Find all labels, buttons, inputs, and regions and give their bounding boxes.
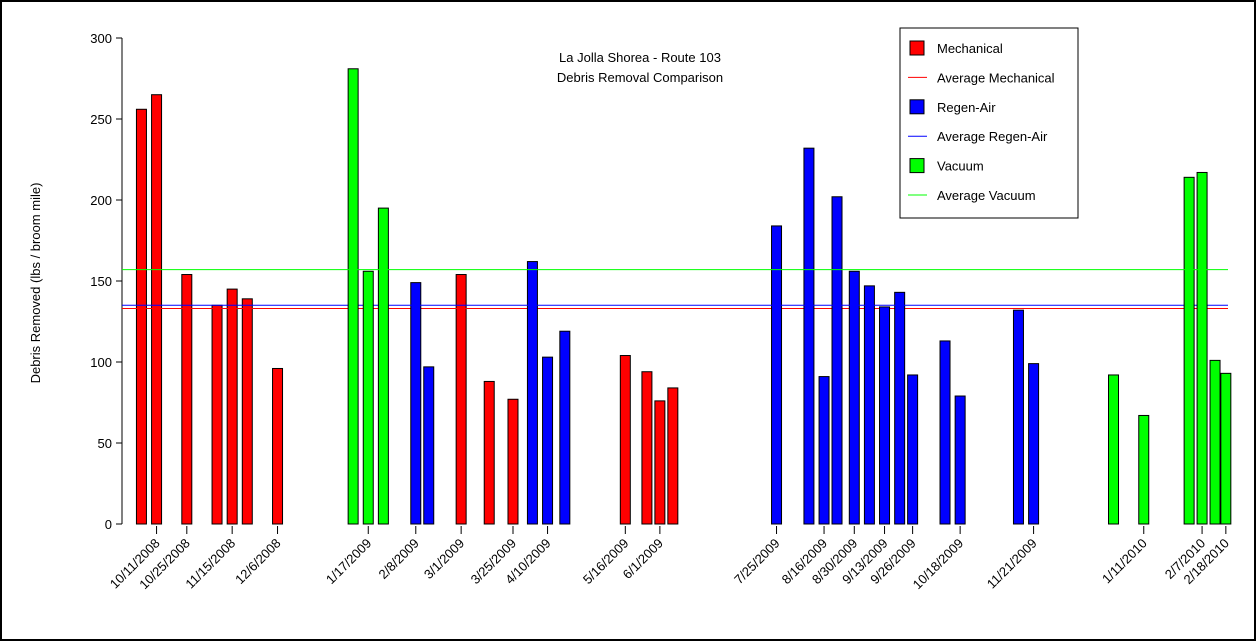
bar: [831, 196, 843, 525]
bar: [423, 366, 435, 525]
bar: [1183, 176, 1195, 525]
x-tick-label: 11/21/2009: [984, 536, 1040, 592]
bar: [347, 68, 359, 525]
y-tick-label: 200: [90, 193, 112, 208]
bar: [667, 387, 679, 525]
bar: [135, 108, 147, 525]
bar: [894, 291, 906, 525]
bar: [803, 147, 815, 525]
x-tick-label: 1/17/2009: [323, 536, 375, 588]
y-tick-label: 150: [90, 274, 112, 289]
bar: [272, 367, 284, 525]
legend-swatch: [909, 158, 925, 174]
bar: [863, 285, 875, 525]
bar: [507, 398, 519, 525]
bar: [526, 261, 538, 525]
y-tick-label: 50: [98, 436, 112, 451]
bar: [226, 288, 238, 525]
bar: [362, 270, 374, 525]
bar: [542, 356, 554, 525]
bar: [879, 306, 891, 525]
legend-label: Average Vacuum: [937, 188, 1036, 203]
bar: [1138, 414, 1150, 525]
legend-swatch: [909, 40, 925, 56]
x-tick-label: 10/18/2009: [910, 536, 967, 593]
bar: [1220, 372, 1232, 525]
bar: [483, 380, 495, 525]
legend-swatch: [909, 99, 925, 115]
bar: [559, 330, 571, 525]
bar: [641, 371, 653, 525]
bar: [1196, 171, 1208, 525]
legend-label: Mechanical: [937, 41, 1003, 56]
bar: [1028, 363, 1040, 525]
bar: [654, 400, 666, 525]
bar: [241, 298, 253, 525]
bar: [771, 225, 783, 525]
x-tick-label: 11/15/2008: [182, 536, 238, 592]
bar: [619, 355, 631, 525]
x-tick-label: 1/11/2010: [1099, 536, 1150, 587]
chart-title: La Jolla Shorea - Route 103: [559, 50, 721, 65]
bar: [1209, 359, 1221, 525]
bar: [181, 274, 193, 525]
bar: [455, 274, 467, 525]
y-tick-label: 0: [105, 517, 112, 532]
bar: [954, 395, 966, 525]
bar: [151, 94, 163, 525]
x-tick-label: 7/25/2009: [731, 536, 783, 588]
legend-label: Average Mechanical: [937, 70, 1055, 85]
y-tick-label: 100: [90, 355, 112, 370]
y-axis-label: Debris Removed (lbs / broom mile): [28, 183, 43, 384]
legend-label: Vacuum: [937, 159, 984, 174]
x-tick-label: 5/16/2009: [580, 536, 632, 588]
bar: [377, 207, 389, 525]
legend-label: Regen-Air: [937, 100, 996, 115]
bar: [939, 340, 951, 525]
y-tick-label: 300: [90, 31, 112, 46]
bar: [848, 270, 860, 525]
chart-subtitle: Debris Removal Comparison: [557, 70, 723, 85]
bar: [1012, 309, 1024, 525]
x-tick-label: 12/6/2008: [232, 536, 284, 588]
legend-box: [899, 27, 1079, 219]
bar: [907, 374, 919, 525]
bar: [1108, 374, 1120, 525]
bar: [818, 376, 830, 525]
bar: [410, 282, 422, 525]
y-tick-label: 250: [90, 112, 112, 127]
bar: [211, 304, 223, 525]
x-tick-label: 3/1/2009: [421, 536, 467, 582]
x-tick-label: 2/8/2009: [376, 536, 422, 582]
legend-label: Average Regen-Air: [937, 129, 1048, 144]
